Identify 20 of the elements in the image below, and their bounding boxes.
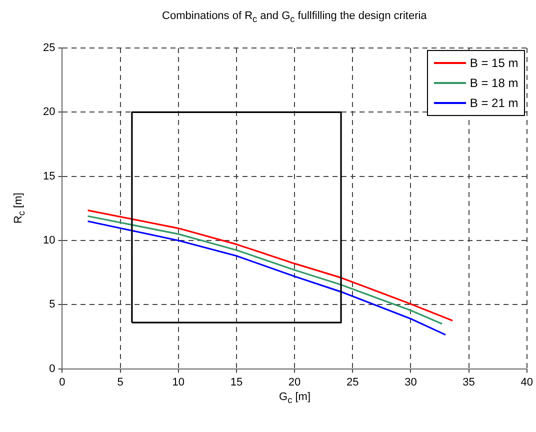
y-tick-label: 0 (49, 362, 56, 375)
y-tick-label: 15 (42, 170, 56, 182)
x-tick-label: 10 (172, 376, 185, 388)
x-tick-label: 15 (230, 376, 243, 388)
x-tick-label: 5 (117, 376, 124, 388)
x-tick-label: 0 (59, 376, 66, 388)
legend-label: B = 21 m (470, 96, 518, 110)
y-tick-label: 25 (42, 42, 56, 54)
y-tick-label: 5 (49, 298, 56, 311)
legend-label: B = 18 m (470, 76, 518, 90)
legend-label: B = 15 m (470, 56, 518, 70)
x-tick-label: 35 (462, 376, 475, 388)
x-tick-label: 25 (346, 376, 359, 388)
chart-title: Combinations of R$_{c}$ and G$_{c}$ fullfilling the design criteria (162, 10, 427, 24)
y-tick-label: 10 (42, 234, 56, 247)
x-axis-title: G$_{c}$ [m] (279, 390, 311, 405)
x-tick-label: 30 (404, 376, 417, 388)
x-tick-label: 20 (288, 376, 301, 388)
x-tick-label: 40 (520, 376, 534, 388)
y-tick-label: 20 (42, 106, 56, 118)
